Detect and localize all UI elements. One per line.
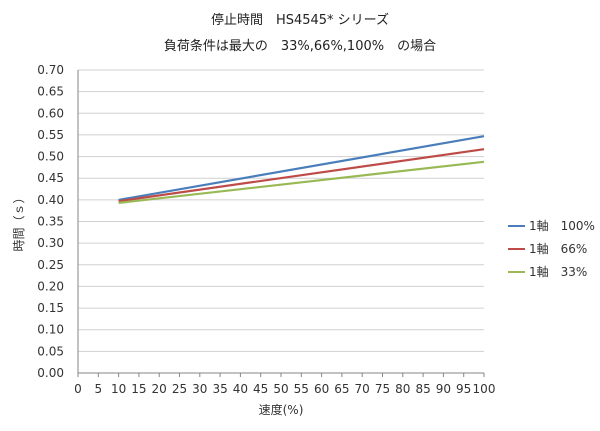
legend-label: 1軸 33%: [529, 265, 588, 279]
x-axis-title: 速度(%): [259, 402, 304, 417]
y-axis-title: 時間（ｓ）: [12, 191, 26, 251]
legend-swatch: [508, 270, 525, 273]
y-tick-label: 0.10: [37, 323, 64, 337]
x-tick-label: 35: [212, 382, 227, 396]
legend-item: 1軸 100%: [508, 214, 595, 237]
x-tick-label: 95: [456, 382, 471, 396]
series-line-2: [118, 148, 485, 203]
x-tick-label: 50: [273, 382, 288, 396]
x-tick-label: 60: [314, 382, 329, 396]
chart-title: 停止時間 HS4545* シリーズ: [210, 13, 390, 28]
x-tick-label: 20: [152, 382, 167, 396]
chart-subtitle: 負荷条件は最大の 33%,66%,100% の場合: [163, 39, 437, 54]
y-tick-label: 0.40: [37, 193, 64, 207]
x-tick-label: 0: [74, 382, 82, 396]
legend-swatch: [508, 247, 525, 250]
y-tick-label: 0.35: [37, 215, 64, 229]
x-tick-label: 55: [294, 382, 309, 396]
x-tick-label: 75: [375, 382, 390, 396]
x-tick-label: 85: [415, 382, 430, 396]
y-tick-label: 0.25: [37, 258, 64, 272]
x-tick-label: 25: [172, 382, 187, 396]
x-tick-label: 65: [334, 382, 349, 396]
x-tick-label: 5: [94, 382, 102, 396]
legend-swatch: [508, 224, 525, 227]
legend-item: 1軸 33%: [508, 260, 595, 283]
x-tick-label: 15: [131, 382, 146, 396]
y-tick-label: 0.05: [37, 344, 64, 358]
y-tick-label: 0.00: [37, 366, 64, 380]
chart-legend: 1軸 100% 1軸 66% 1軸 33%: [508, 214, 595, 283]
x-tick-label: 80: [395, 382, 410, 396]
x-tick-label: 100: [473, 382, 496, 396]
y-tick-label: 0.65: [37, 85, 64, 99]
x-tick-label: 10: [111, 382, 126, 396]
series-line-3: [118, 160, 485, 204]
y-tick-label: 0.30: [37, 236, 64, 250]
legend-label: 1軸 66%: [529, 242, 588, 256]
y-tick-label: 0.70: [37, 63, 64, 77]
legend-item: 1軸 66%: [508, 237, 595, 260]
x-tick-label: 45: [253, 382, 268, 396]
y-tick-label: 0.50: [37, 150, 64, 164]
legend-label: 1軸 100%: [529, 219, 595, 233]
y-tick-label: 0.20: [37, 279, 64, 293]
y-tick-label: 0.55: [37, 128, 64, 142]
y-tick-label: 0.60: [37, 106, 64, 120]
series-line-1: [118, 135, 485, 201]
x-tick-label: 70: [355, 382, 370, 396]
x-tick-label: 90: [436, 382, 451, 396]
y-tick-label: 0.15: [37, 301, 64, 315]
x-tick-label: 40: [233, 382, 248, 396]
y-tick-label: 0.45: [37, 171, 64, 185]
x-tick-label: 30: [192, 382, 207, 396]
